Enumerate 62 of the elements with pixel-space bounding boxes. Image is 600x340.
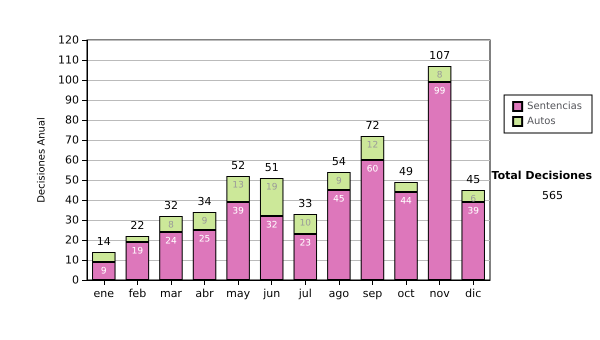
y-tick-label: 10 [65,254,79,266]
data-label: 32 [266,220,278,230]
total-label: 22 [130,219,144,232]
x-tick-label: jul [298,287,312,300]
text: 565 [542,189,564,202]
data-label: 19 [132,246,144,256]
y-tick-label: 70 [65,134,79,146]
y-axis-title: Decisiones Anual [36,117,48,203]
x-tick-label: ago [328,287,350,300]
total-label: 51 [264,161,279,174]
x-tick-label: feb [128,287,146,300]
data-label: 13 [232,180,244,190]
y-tick-label: 20 [65,234,79,246]
total-label: 33 [298,197,312,210]
y-tick-label: 90 [65,94,79,106]
total-label: 32 [164,199,178,212]
data-label: 23 [300,238,312,248]
legend-label: Autos [527,116,556,127]
data-label: 39 [467,206,480,216]
x-tick-label: ene [94,287,114,300]
total-label: 14 [96,235,111,248]
total-label: 45 [466,173,480,186]
total-label: 34 [198,195,212,208]
data-label: 44 [400,196,412,206]
y-tick-label: 120 [58,34,79,46]
data-label: 8 [436,70,443,80]
data-label: 39 [232,206,244,216]
x-tick-label: sep [362,287,382,300]
data-label: 10 [300,218,312,228]
y-tick-label: 110 [58,54,79,66]
x-tick-label: jun [262,287,280,300]
x-tick-label: nov [430,287,450,300]
x-tick-label: mar [160,287,182,300]
y-tick-label: 100 [58,74,79,86]
total-label: 54 [332,155,346,168]
x-tick-label: abr [195,287,214,300]
data-label: 8 [168,220,174,230]
y-tick-label: 30 [65,214,79,226]
legend-label: Sentencias [527,101,582,112]
data-label: 9 [336,176,342,186]
total-label: 107 [429,49,450,62]
total-label: 72 [365,119,380,132]
y-tick-label: 40 [65,194,79,206]
y-tick-label: 0 [72,274,79,286]
data-label: 45 [333,194,345,204]
y-tick-label: 60 [65,154,79,166]
data-label: 9 [202,216,208,226]
data-label: 60 [366,164,378,174]
y-tick-label: 80 [65,114,79,126]
x-tick-label: may [226,287,251,300]
x-tick-label: dic [465,287,482,300]
data-label: 12 [366,140,378,150]
data-label: 99 [434,86,446,96]
data-label: 19 [266,182,278,192]
data-label: 24 [165,236,177,246]
data-label: 9 [100,266,107,276]
text: Total Decisiones [492,169,592,182]
total-label: 49 [399,165,414,178]
data-label: 25 [198,234,210,244]
y-tick-label: 50 [65,174,79,186]
total-label: 52 [231,159,246,172]
x-tick-label: oct [397,287,416,300]
